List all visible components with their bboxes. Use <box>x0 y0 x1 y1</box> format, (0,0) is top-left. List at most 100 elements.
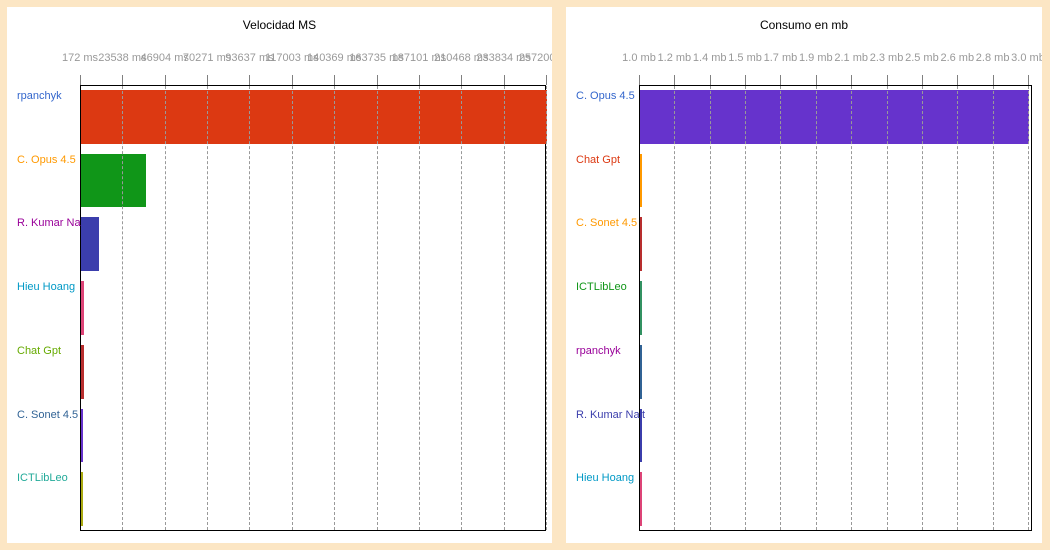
x-tick-label: 163735 ms <box>349 52 404 64</box>
x-tick-mark <box>639 75 640 85</box>
bar-hieu-hoang[interactable] <box>81 281 85 335</box>
category-label: C. Opus 4.5 <box>576 90 635 102</box>
category-label: ICTLibLeo <box>17 472 68 485</box>
x-tick-label: 1.5 mb <box>728 52 762 64</box>
x-tick-mark <box>122 75 124 85</box>
category-label: R. Kumar Nait <box>17 217 87 230</box>
category-label: Chat Gpt <box>17 344 62 357</box>
bar-chat-gpt[interactable] <box>81 344 84 399</box>
gridline <box>122 86 124 530</box>
bar-row <box>81 86 547 150</box>
category-label: C. Opus 4.5 <box>17 153 76 166</box>
bar-row <box>640 341 1031 405</box>
x-tick-label: 1.4 mb <box>692 52 727 64</box>
category-label: rpanchyk <box>17 90 62 102</box>
x-tick-label: 233834 ms <box>476 52 531 64</box>
x-tick-label: 117003 ms <box>265 52 319 64</box>
gridline <box>418 86 420 530</box>
bar-row <box>640 86 1031 150</box>
bar-row <box>640 405 1031 469</box>
gridline <box>780 86 782 530</box>
gridline <box>709 86 711 530</box>
bar-ictlibleo[interactable] <box>81 472 83 526</box>
x-tick-mark <box>461 75 463 85</box>
x-tick-mark <box>207 75 209 85</box>
gridline <box>334 86 336 530</box>
gridline <box>886 86 888 530</box>
x-tick-mark <box>780 75 782 85</box>
category-label: Hieu Hoang <box>576 472 635 485</box>
x-tick-label: 2.8 mb <box>975 52 1010 64</box>
bar-row <box>81 277 545 341</box>
x-tick-mark <box>674 75 676 85</box>
x-tick-label: 1.2 mb <box>657 52 692 64</box>
x-tick-label: 2.3 mb <box>869 52 904 64</box>
bar-c-opus-4-5[interactable] <box>81 153 147 208</box>
gridline <box>291 86 293 530</box>
x-tick-label: 187101 ms <box>391 52 447 64</box>
gridline <box>992 86 994 530</box>
bar-c-opus-4-5[interactable] <box>640 90 1029 144</box>
x-tick-mark <box>886 75 888 85</box>
bar-row <box>640 468 1031 532</box>
x-tick-mark <box>957 75 959 85</box>
gridline <box>546 86 547 530</box>
x-tick-mark <box>851 75 853 85</box>
x-tick-label: 140369 ms <box>306 52 362 64</box>
x-tick-mark <box>164 75 166 85</box>
gridline <box>249 86 251 530</box>
x-tick-label: 3.0 mb <box>1011 52 1042 64</box>
x-tick-mark <box>80 75 81 85</box>
bar-chat-gpt[interactable] <box>640 153 643 208</box>
x-tick-label: 1.7 mb <box>763 52 798 64</box>
x-tick-label: 2.5 mb <box>905 52 939 64</box>
x-tick-mark <box>418 75 420 85</box>
x-tick-mark <box>1028 75 1029 85</box>
x-tick-mark <box>709 75 711 85</box>
gridline <box>207 86 209 530</box>
x-tick-label: 93637 ms <box>225 52 274 64</box>
bar-row <box>640 277 1031 341</box>
gridline <box>164 86 166 530</box>
category-label: rpanchyk <box>576 344 621 357</box>
chart-panel-velocidad: Velocidad MS 172 ms 23538 ms 46904 ms 70271… <box>7 7 552 543</box>
chart-title: Consumo en mb <box>759 18 849 32</box>
bar-row <box>640 150 1031 214</box>
bar-c-sonet-4-5[interactable] <box>81 408 83 463</box>
chart-panel-consumo: Consumo en mb 1.0 mb 1.2 mb 1.4 mb 1.5 mb 1.… <box>566 7 1042 543</box>
chart-title: Velocidad MS <box>242 18 317 32</box>
x-tick-label: 210468 ms <box>434 52 489 64</box>
category-label: Chat Gpt <box>576 153 621 166</box>
category-label: C. Sonet 4.5 <box>17 408 79 421</box>
bar-row <box>640 213 1031 277</box>
bar-r-kumar-nait[interactable] <box>81 217 99 272</box>
x-tick-label: 172 ms <box>61 52 99 64</box>
bar-hieu-hoang[interactable] <box>640 472 642 526</box>
bar-row <box>81 150 545 214</box>
x-tick-mark <box>546 75 547 85</box>
bar-rpanchyk[interactable] <box>640 344 642 399</box>
bar-row <box>81 341 545 405</box>
bar-rpanchyk[interactable] <box>81 90 547 144</box>
bar-ictlibleo[interactable] <box>640 281 642 335</box>
x-tick-mark <box>249 75 251 85</box>
x-tick-mark <box>815 75 817 85</box>
gridline <box>503 86 505 530</box>
gridline <box>815 86 817 530</box>
gridline <box>461 86 463 530</box>
category-label: R. Kumar Nait <box>576 408 646 421</box>
x-tick-mark <box>745 75 747 85</box>
gridline <box>1028 86 1029 530</box>
plot-area <box>80 85 547 531</box>
bar-c-sonet-4-5[interactable] <box>640 217 642 272</box>
x-tick-label: 2.1 mb <box>834 52 868 64</box>
x-tick-mark <box>376 75 378 85</box>
x-tick-mark <box>921 75 923 85</box>
x-tick-mark <box>992 75 994 85</box>
gridline <box>921 86 923 530</box>
x-tick-label: 1.0 mb <box>622 52 656 64</box>
bar-r-kumar-nait[interactable] <box>640 408 642 463</box>
bar-row <box>81 213 545 277</box>
x-tick-mark <box>503 75 505 85</box>
